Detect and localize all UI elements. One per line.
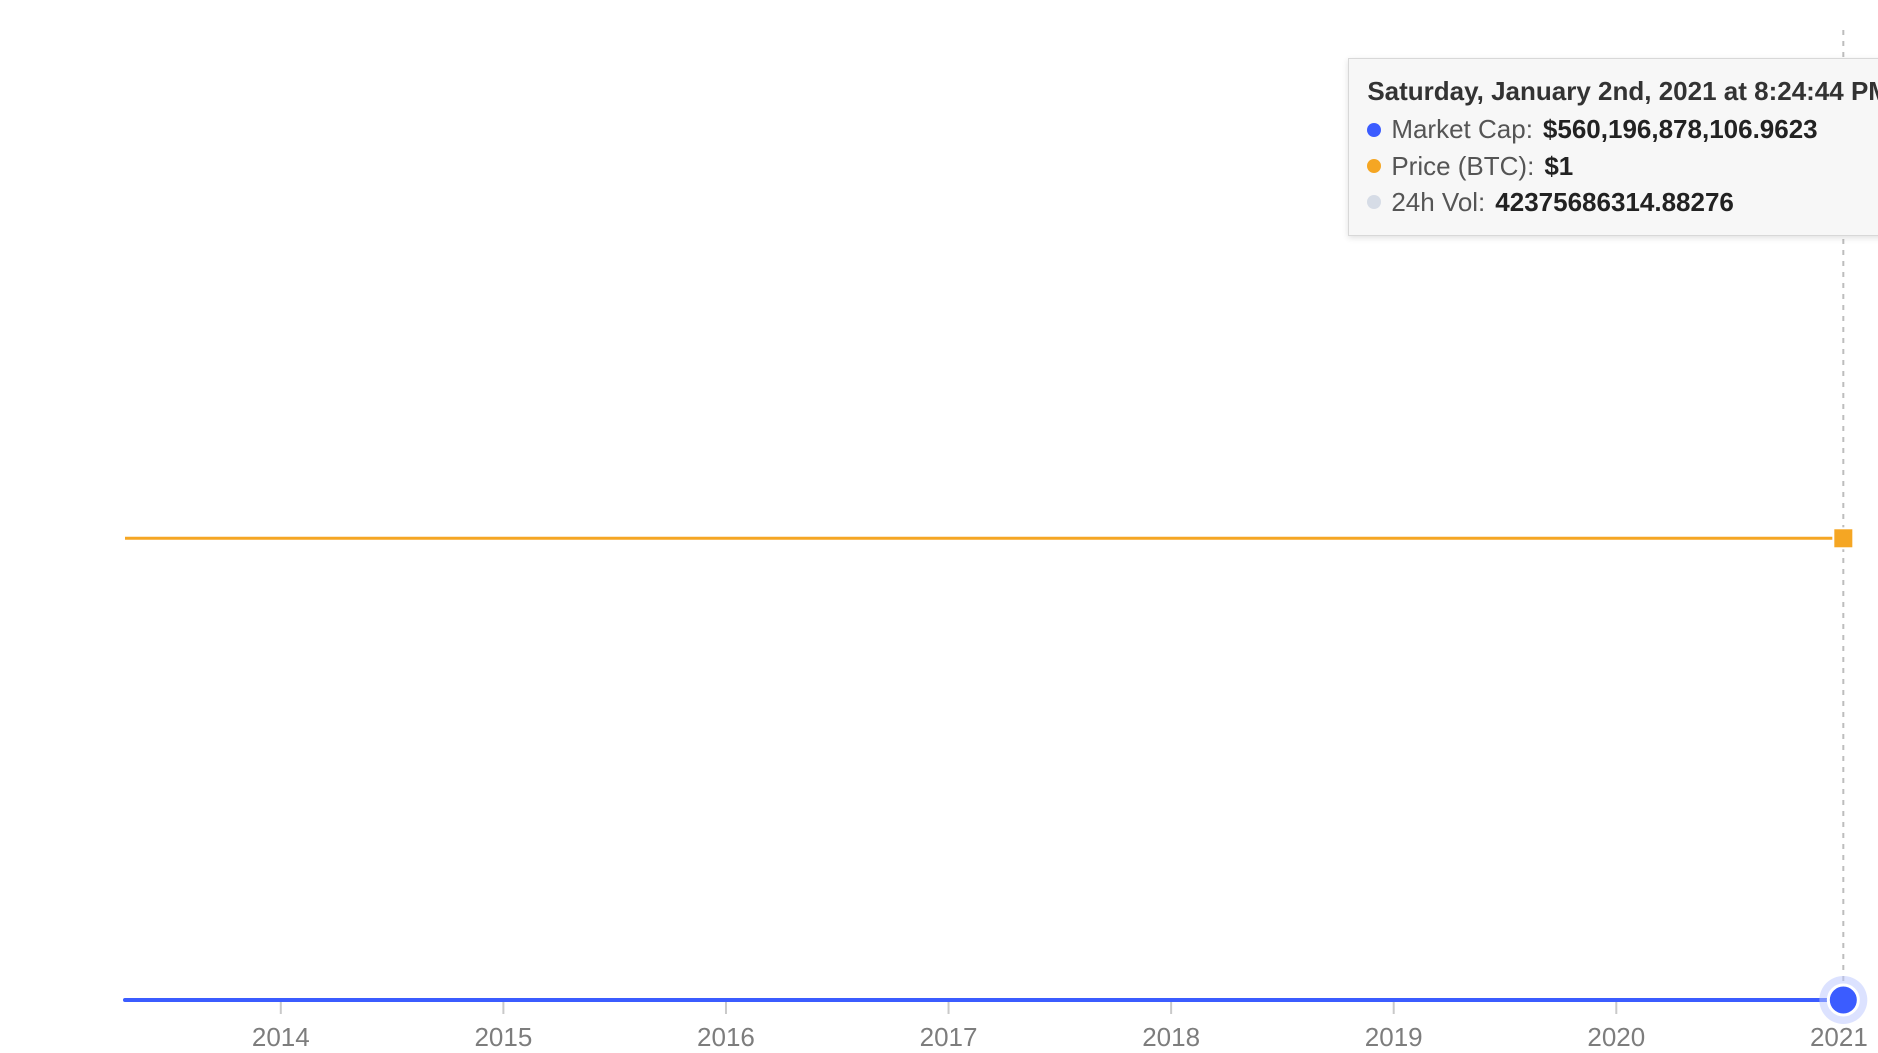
x-axis-tick-label: 2019: [1365, 1022, 1423, 1053]
tooltip-title: Saturday, January 2nd, 2021 at 8:24:44 P…: [1367, 73, 1878, 109]
x-axis-tick-label: 2014: [252, 1022, 310, 1053]
tooltip-row-volume: 24h Vol: 42375686314.88276: [1367, 184, 1878, 220]
x-axis-tick-label: 2020: [1587, 1022, 1645, 1053]
tooltip-label-volume: 24h Vol:: [1391, 184, 1485, 220]
tooltip-value-volume: 42375686314.88276: [1495, 184, 1734, 220]
x-axis-tick-label: 2018: [1142, 1022, 1200, 1053]
tooltip-value-price: $1: [1544, 148, 1573, 184]
x-axis-tick-label: 2021: [1810, 1022, 1868, 1053]
x-axis-tick-label: 2016: [697, 1022, 755, 1053]
tooltip-label-marketcap: Market Cap:: [1391, 111, 1533, 147]
x-axis-tick-label: 2017: [920, 1022, 978, 1053]
tooltip-label-price: Price (BTC):: [1391, 148, 1534, 184]
tooltip-dot-price: [1367, 159, 1381, 173]
tooltip-value-marketcap: $560,196,878,106.9623: [1543, 111, 1818, 147]
tooltip-dot-volume: [1367, 195, 1381, 209]
tooltip-row-marketcap: Market Cap: $560,196,878,106.9623: [1367, 111, 1878, 147]
tooltip-row-price: Price (BTC): $1: [1367, 148, 1878, 184]
chart-tooltip: Saturday, January 2nd, 2021 at 8:24:44 P…: [1348, 58, 1878, 236]
x-axis-tick-label: 2015: [474, 1022, 532, 1053]
crypto-price-chart[interactable]: Saturday, January 2nd, 2021 at 8:24:44 P…: [0, 0, 1878, 1044]
tooltip-dot-marketcap: [1367, 123, 1381, 137]
